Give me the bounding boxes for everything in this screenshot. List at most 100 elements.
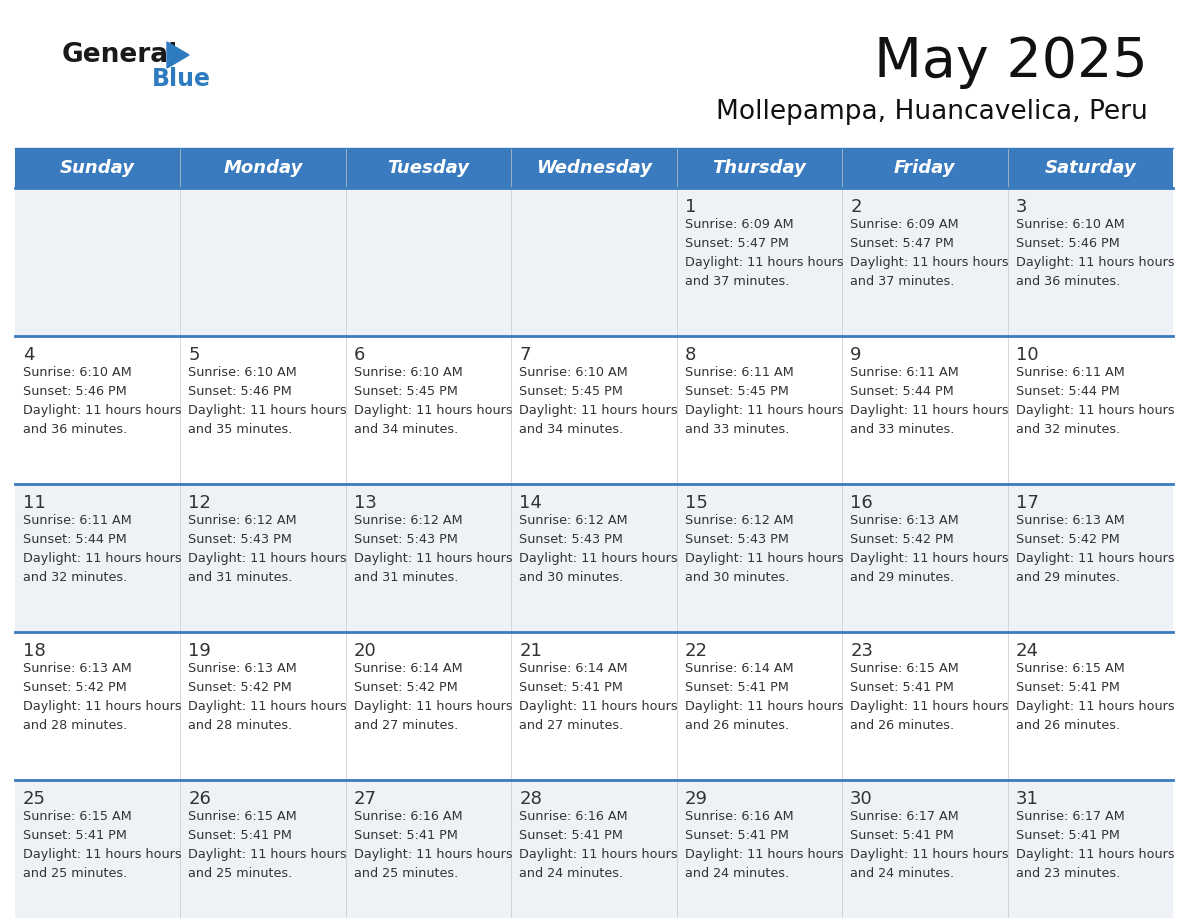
Text: Sunrise: 6:15 AM: Sunrise: 6:15 AM [1016, 662, 1124, 675]
Text: Saturday: Saturday [1044, 159, 1136, 177]
Text: Thursday: Thursday [713, 159, 807, 177]
Text: 18: 18 [23, 642, 46, 660]
Text: and 29 minutes.: and 29 minutes. [1016, 571, 1120, 584]
Text: 31: 31 [1016, 790, 1038, 808]
Text: Sunset: 5:42 PM: Sunset: 5:42 PM [1016, 533, 1119, 546]
Text: 7: 7 [519, 346, 531, 364]
Text: Sunrise: 6:10 AM: Sunrise: 6:10 AM [354, 366, 462, 379]
Text: Sunset: 5:43 PM: Sunset: 5:43 PM [519, 533, 624, 546]
Text: Sunset: 5:42 PM: Sunset: 5:42 PM [23, 681, 127, 694]
Text: Sunset: 5:41 PM: Sunset: 5:41 PM [684, 829, 789, 842]
Text: Sunrise: 6:12 AM: Sunrise: 6:12 AM [354, 514, 462, 527]
Text: Sunset: 5:47 PM: Sunset: 5:47 PM [684, 237, 789, 250]
Text: Sunrise: 6:17 AM: Sunrise: 6:17 AM [1016, 810, 1124, 823]
Text: Sunrise: 6:13 AM: Sunrise: 6:13 AM [23, 662, 132, 675]
Text: 25: 25 [23, 790, 46, 808]
Text: and 26 minutes.: and 26 minutes. [684, 719, 789, 732]
Text: 12: 12 [189, 494, 211, 512]
Text: Sunrise: 6:11 AM: Sunrise: 6:11 AM [1016, 366, 1124, 379]
Text: Sunset: 5:43 PM: Sunset: 5:43 PM [354, 533, 457, 546]
Text: 16: 16 [851, 494, 873, 512]
Text: and 25 minutes.: and 25 minutes. [354, 867, 459, 880]
Text: Friday: Friday [895, 159, 955, 177]
Text: and 25 minutes.: and 25 minutes. [189, 867, 292, 880]
Text: Sunset: 5:46 PM: Sunset: 5:46 PM [189, 385, 292, 398]
Text: Sunset: 5:41 PM: Sunset: 5:41 PM [354, 829, 457, 842]
Text: Sunset: 5:46 PM: Sunset: 5:46 PM [1016, 237, 1119, 250]
Text: Sunset: 5:45 PM: Sunset: 5:45 PM [354, 385, 457, 398]
Text: Daylight: 11 hours hours: Daylight: 11 hours hours [189, 700, 347, 713]
Text: Sunset: 5:41 PM: Sunset: 5:41 PM [684, 681, 789, 694]
Text: and 32 minutes.: and 32 minutes. [23, 571, 127, 584]
Text: Daylight: 11 hours hours: Daylight: 11 hours hours [354, 404, 512, 417]
Text: Daylight: 11 hours hours: Daylight: 11 hours hours [519, 404, 678, 417]
Text: Sunset: 5:41 PM: Sunset: 5:41 PM [23, 829, 127, 842]
Text: 6: 6 [354, 346, 365, 364]
Text: Daylight: 11 hours hours: Daylight: 11 hours hours [1016, 256, 1174, 269]
Text: Sunset: 5:41 PM: Sunset: 5:41 PM [1016, 681, 1119, 694]
Text: 28: 28 [519, 790, 542, 808]
Text: Daylight: 11 hours hours: Daylight: 11 hours hours [354, 552, 512, 565]
Text: Sunrise: 6:14 AM: Sunrise: 6:14 AM [519, 662, 628, 675]
Text: 22: 22 [684, 642, 708, 660]
Text: Daylight: 11 hours hours: Daylight: 11 hours hours [684, 700, 843, 713]
Text: and 24 minutes.: and 24 minutes. [519, 867, 624, 880]
Text: Sunrise: 6:16 AM: Sunrise: 6:16 AM [519, 810, 628, 823]
Text: Mollepampa, Huancavelica, Peru: Mollepampa, Huancavelica, Peru [716, 99, 1148, 125]
Text: Daylight: 11 hours hours: Daylight: 11 hours hours [684, 404, 843, 417]
Text: Daylight: 11 hours hours: Daylight: 11 hours hours [684, 552, 843, 565]
Text: Sunrise: 6:14 AM: Sunrise: 6:14 AM [684, 662, 794, 675]
Text: and 28 minutes.: and 28 minutes. [23, 719, 127, 732]
Text: Sunset: 5:41 PM: Sunset: 5:41 PM [519, 829, 624, 842]
Text: Daylight: 11 hours hours: Daylight: 11 hours hours [23, 848, 182, 861]
Text: Daylight: 11 hours hours: Daylight: 11 hours hours [684, 256, 843, 269]
Text: 13: 13 [354, 494, 377, 512]
Text: 15: 15 [684, 494, 708, 512]
Text: Tuesday: Tuesday [387, 159, 469, 177]
Text: Daylight: 11 hours hours: Daylight: 11 hours hours [851, 848, 1009, 861]
Text: 4: 4 [23, 346, 34, 364]
Text: Sunset: 5:41 PM: Sunset: 5:41 PM [851, 681, 954, 694]
Text: and 27 minutes.: and 27 minutes. [354, 719, 459, 732]
Text: Sunrise: 6:15 AM: Sunrise: 6:15 AM [851, 662, 959, 675]
Text: 3: 3 [1016, 198, 1028, 216]
Text: Sunset: 5:41 PM: Sunset: 5:41 PM [851, 829, 954, 842]
Text: Sunrise: 6:10 AM: Sunrise: 6:10 AM [519, 366, 628, 379]
Text: 11: 11 [23, 494, 46, 512]
Text: Daylight: 11 hours hours: Daylight: 11 hours hours [23, 552, 182, 565]
Text: 26: 26 [189, 790, 211, 808]
Text: Sunrise: 6:11 AM: Sunrise: 6:11 AM [23, 514, 132, 527]
Text: and 31 minutes.: and 31 minutes. [189, 571, 292, 584]
Text: and 24 minutes.: and 24 minutes. [684, 867, 789, 880]
Text: and 33 minutes.: and 33 minutes. [851, 423, 954, 436]
Text: Sunset: 5:44 PM: Sunset: 5:44 PM [1016, 385, 1119, 398]
Text: and 29 minutes.: and 29 minutes. [851, 571, 954, 584]
Text: May 2025: May 2025 [874, 35, 1148, 89]
Text: Sunset: 5:41 PM: Sunset: 5:41 PM [1016, 829, 1119, 842]
Text: and 26 minutes.: and 26 minutes. [1016, 719, 1120, 732]
Bar [15, 780, 1173, 918]
Text: Sunset: 5:41 PM: Sunset: 5:41 PM [519, 681, 624, 694]
Text: and 23 minutes.: and 23 minutes. [1016, 867, 1120, 880]
Text: Sunset: 5:43 PM: Sunset: 5:43 PM [684, 533, 789, 546]
Text: and 24 minutes.: and 24 minutes. [851, 867, 954, 880]
Text: and 37 minutes.: and 37 minutes. [684, 275, 789, 288]
Text: Sunrise: 6:12 AM: Sunrise: 6:12 AM [189, 514, 297, 527]
Text: Sunrise: 6:11 AM: Sunrise: 6:11 AM [684, 366, 794, 379]
Text: Daylight: 11 hours hours: Daylight: 11 hours hours [354, 848, 512, 861]
Text: and 31 minutes.: and 31 minutes. [354, 571, 459, 584]
Text: 20: 20 [354, 642, 377, 660]
Text: 29: 29 [684, 790, 708, 808]
Text: Daylight: 11 hours hours: Daylight: 11 hours hours [1016, 848, 1174, 861]
Text: Daylight: 11 hours hours: Daylight: 11 hours hours [1016, 700, 1174, 713]
Text: Sunset: 5:44 PM: Sunset: 5:44 PM [23, 533, 127, 546]
Text: Sunrise: 6:13 AM: Sunrise: 6:13 AM [189, 662, 297, 675]
Text: Sunrise: 6:14 AM: Sunrise: 6:14 AM [354, 662, 462, 675]
Text: Daylight: 11 hours hours: Daylight: 11 hours hours [189, 848, 347, 861]
Text: and 34 minutes.: and 34 minutes. [354, 423, 459, 436]
Bar [15, 188, 1173, 336]
Text: 21: 21 [519, 642, 542, 660]
Text: Blue: Blue [152, 67, 211, 91]
Text: 14: 14 [519, 494, 542, 512]
Text: 9: 9 [851, 346, 861, 364]
